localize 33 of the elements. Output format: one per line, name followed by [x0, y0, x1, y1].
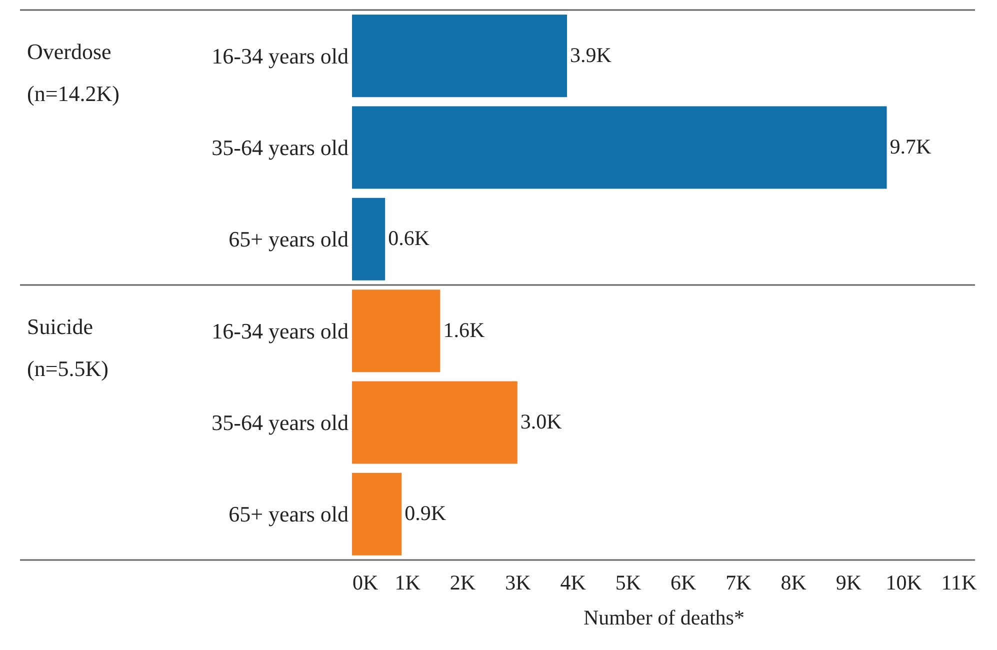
x-tick-label: 1K [394, 570, 420, 594]
x-tick-label: 9K [836, 570, 862, 594]
data-label: 0.9K [404, 501, 446, 526]
y-tick-label: 16-34 years old [212, 43, 348, 68]
data-label: 1.6K [443, 318, 485, 342]
x-tick-label: 6K [670, 570, 696, 594]
x-tick-label: 7K [726, 570, 752, 594]
y-tick-label: 65+ years old [228, 226, 348, 252]
text: Overdose (n=14.2K) [27, 38, 120, 106]
y-tick-label: 35-64 years old [212, 410, 348, 435]
data-label: 9.7K [890, 134, 932, 158]
x-tick-label: 2K [450, 570, 476, 594]
y-tick-label: 65+ years old [228, 502, 348, 527]
y-tick-label: 35-64 years old [212, 135, 348, 160]
x-tick-label: 3K [505, 570, 531, 594]
x-tick-label: 8K [780, 570, 806, 594]
data-label: 3.0K [520, 410, 562, 434]
bar [352, 290, 440, 372]
bar [352, 381, 518, 464]
bar [352, 14, 568, 98]
y-tick-label: 16-34 years old [212, 318, 348, 344]
x-tick-label: 4K [560, 570, 586, 594]
text: Suicide (n=5.5K) [27, 314, 108, 381]
bar [352, 106, 887, 189]
x-tick-label: 0K [352, 570, 378, 594]
x-tick-label: 11K [941, 570, 977, 594]
data-label: 3.9K [570, 42, 612, 67]
x-tick-label: 10K [886, 570, 922, 594]
x-tick-label: 5K [615, 570, 641, 594]
x-axis-title: Number of deaths* [584, 606, 744, 630]
data-label: 0.6K [388, 226, 430, 250]
bar [352, 198, 386, 280]
bar [352, 472, 402, 556]
